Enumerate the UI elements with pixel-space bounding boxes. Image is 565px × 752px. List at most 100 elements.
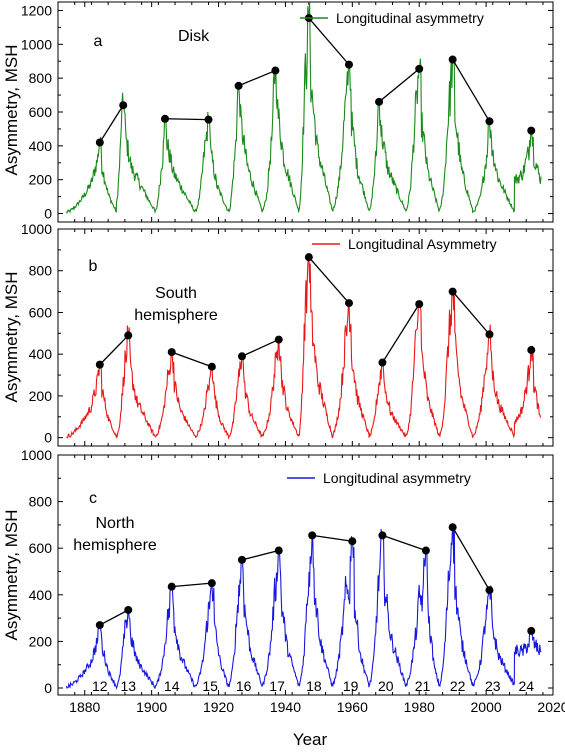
y-tick-label: 0 [44,680,52,696]
peak-connector-line [381,303,420,363]
legend: Longitudinal asymmetry [287,470,471,486]
peak-connector-line [452,291,490,335]
peak-marker [234,81,243,90]
y-tick-label: 1000 [21,36,52,52]
peak-connector-line [452,59,491,122]
panel-annotation: North [95,515,134,532]
legend: Longitudinal Asymmetry [312,236,497,252]
chart-panel-b: 0 200 400 600 800 1000 Asymmetry, MSH Longitudi… [2,221,554,447]
peak-marker [95,621,104,630]
x-tick-label: 2000 [471,699,502,715]
y-tick-label: 1000 [21,221,52,237]
panel-annotation: South [155,285,197,302]
panel-letter: c [89,490,97,507]
legend-label: Longitudinal asymmetry [336,10,484,26]
peak-marker [274,335,283,344]
peak-connector-line [312,534,353,542]
peak-connector-line [99,104,124,143]
peak-marker [308,531,317,540]
peak-connector-line [171,351,213,368]
peak-connector-line [378,68,420,103]
peak-connector-line [452,526,491,591]
peak-marker [271,66,280,75]
legend: Longitudinal asymmetry [300,10,484,26]
peak-marker [274,546,283,555]
y-tick-label: 800 [29,70,53,86]
x-tick-label: 1880 [69,699,100,715]
peak-connector-line [99,334,129,366]
peak-marker [161,114,170,123]
peak-marker [304,253,313,262]
cycle-number-label: 14 [164,678,180,694]
y-tick-label: 0 [44,206,52,222]
y-tick-label: 400 [29,346,53,362]
panel-annotation: hemisphere [73,537,157,554]
cycle-number-label: 15 [202,678,218,694]
peak-marker [421,546,430,555]
peak-marker [344,60,353,69]
peak-marker [527,126,536,135]
cycle-number-label: 23 [485,678,501,694]
y-tick-label: 200 [29,172,53,188]
cycle-number-label: 16 [236,678,252,694]
x-tick-label: 1980 [404,699,435,715]
cycle-number-label: 17 [269,678,285,694]
x-tick-label: 1960 [337,699,368,715]
peak-connector-line [171,582,212,588]
series-line [66,256,542,440]
panel-annotation: Disk [178,28,210,45]
chart-panel-c: 1880 1900 1920 1940 1960 1980 2000 2020 0 200 400 6… [2,447,565,715]
peak-connector-line [308,17,350,66]
y-tick-label: 800 [29,263,53,279]
peak-marker [485,330,494,339]
y-tick-label: 0 [44,430,52,446]
peak-marker [119,101,128,110]
y-axis-title: Asymmetry, MSH [2,45,21,176]
peak-marker [348,537,357,546]
cycle-number-label: 22 [450,678,466,694]
peak-connector-line [308,256,350,304]
panel-letter: b [89,258,98,275]
peak-marker [527,626,536,635]
cycle-number-label: 18 [306,678,322,694]
cycle-number-label: 13 [120,678,136,694]
x-tick-label: 1940 [270,699,301,715]
peak-marker [378,358,387,367]
peak-marker [415,300,424,309]
peak-connector-line [241,338,280,357]
peak-connector-line [99,609,129,626]
series-line [65,2,542,215]
y-tick-label: 400 [29,587,53,603]
peak-marker [448,287,457,296]
cycle-number-label: 12 [92,678,108,694]
peak-marker [124,331,133,340]
peak-marker [124,605,133,614]
peak-marker [485,117,494,126]
peak-marker [237,555,246,564]
y-tick-label: 1000 [21,447,52,463]
peak-marker [448,55,457,64]
x-tick-label: 1900 [136,699,167,715]
y-tick-label: 1200 [21,2,52,18]
peak-marker [485,586,494,595]
x-tick-label: 1920 [203,699,234,715]
cycle-number-label: 24 [518,678,534,694]
peak-marker [375,97,384,106]
x-tick-label: 2020 [537,699,565,715]
legend-label: Longitudinal Asymmetry [348,236,497,252]
peak-connector-line [241,549,279,561]
peak-connector-line [382,534,427,552]
peak-marker [415,64,424,73]
cycle-number-label: 21 [415,678,431,694]
peak-marker [207,579,216,588]
peak-connector-line [165,118,209,121]
plot-frame [57,228,554,447]
peak-connector-line [238,69,276,87]
y-tick-label: 600 [29,540,53,556]
plot-frame [57,454,554,696]
peak-marker [95,138,104,147]
y-tick-label: 600 [29,104,53,120]
y-axis-title: Asymmetry, MSH [2,272,21,403]
y-tick-label: 200 [29,633,53,649]
cycle-number-label: 20 [378,678,394,694]
